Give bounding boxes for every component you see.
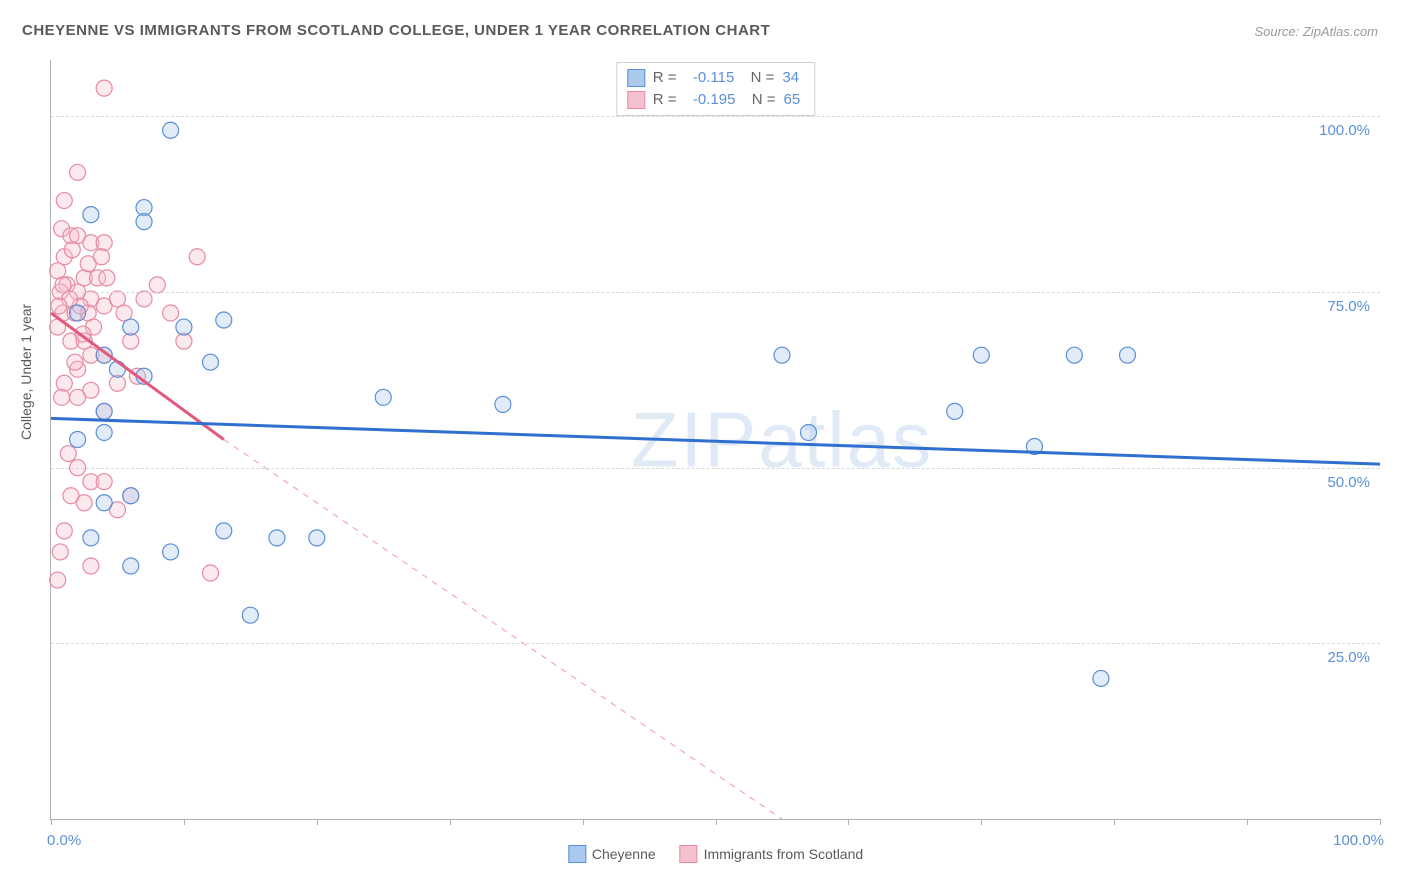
n-value-0: 34 xyxy=(782,67,799,89)
plot-area: ZIPatlas R = -0.115 N = 34 R = -0.195 N … xyxy=(50,60,1380,820)
swatch-cheyenne xyxy=(627,69,645,87)
legend-item-scotland: Immigrants from Scotland xyxy=(680,845,864,863)
legend-label-scotland: Immigrants from Scotland xyxy=(704,846,864,862)
r-value-0: -0.115 xyxy=(693,67,734,89)
r-value-1: -0.195 xyxy=(693,89,736,111)
legend-label-cheyenne: Cheyenne xyxy=(592,846,656,862)
legend-stats: R = -0.115 N = 34 R = -0.195 N = 65 xyxy=(616,62,815,116)
plot-svg xyxy=(51,60,1380,819)
swatch-scotland xyxy=(627,91,645,109)
legend-series: Cheyenne Immigrants from Scotland xyxy=(568,845,863,863)
correlation-chart: CHEYENNE VS IMMIGRANTS FROM SCOTLAND COL… xyxy=(0,0,1406,892)
chart-title: CHEYENNE VS IMMIGRANTS FROM SCOTLAND COL… xyxy=(22,22,770,39)
legend-stats-row-1: R = -0.195 N = 65 xyxy=(627,89,800,111)
legend-stats-row-0: R = -0.115 N = 34 xyxy=(627,67,800,89)
y-axis-label: College, Under 1 year xyxy=(18,304,34,440)
legend-swatch-scotland xyxy=(680,845,698,863)
legend-item-cheyenne: Cheyenne xyxy=(568,845,656,863)
source-label: Source: ZipAtlas.com xyxy=(1254,24,1378,39)
n-value-1: 65 xyxy=(784,89,801,111)
legend-swatch-cheyenne xyxy=(568,845,586,863)
